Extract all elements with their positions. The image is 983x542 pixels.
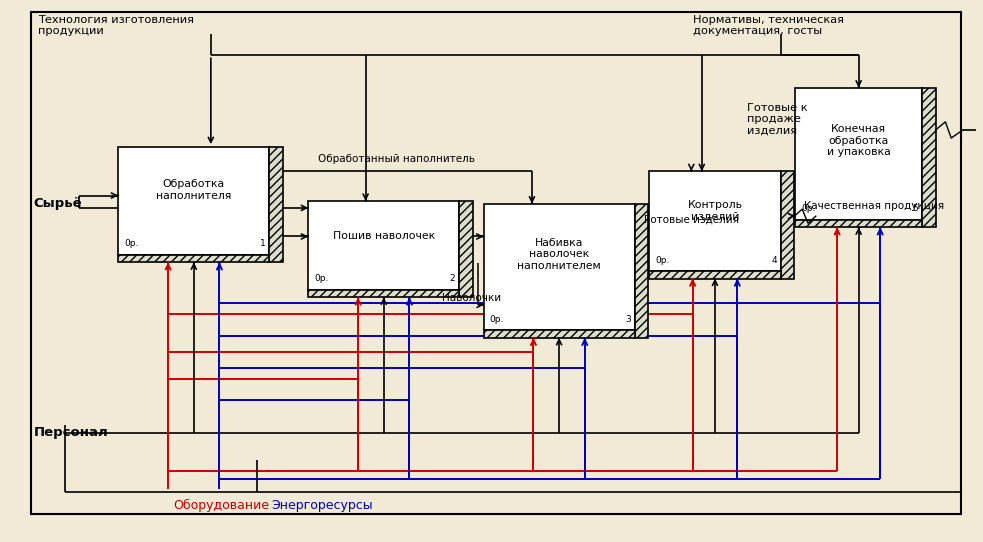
Bar (922, 88, 936, 227)
Text: Нормативы, техническая
документация, госты: Нормативы, техническая документация, гос… (693, 15, 844, 36)
Bar (459, 201, 473, 298)
Text: 0р.: 0р. (124, 240, 139, 248)
Text: 0р.: 0р. (801, 204, 816, 214)
Text: 2: 2 (450, 274, 455, 283)
Text: Контроль
изделий: Контроль изделий (687, 201, 742, 222)
Text: Энергоресурсы: Энергоресурсы (271, 499, 374, 512)
Text: Пошив наволочек: Пошив наволочек (332, 231, 434, 242)
Text: Обработка
наполнителя: Обработка наполнителя (156, 179, 231, 201)
Text: Персонал: Персонал (33, 426, 108, 439)
Text: Набивка
наволочек
наполнителем: Набивка наволочек наполнителем (517, 238, 601, 271)
Text: Технология изготовления
продукции: Технология изготовления продукции (38, 15, 195, 36)
Text: 0р.: 0р. (315, 274, 328, 283)
Bar (781, 171, 794, 279)
Bar (649, 171, 781, 271)
Text: 1: 1 (260, 240, 265, 248)
Bar (795, 88, 922, 220)
Bar (309, 290, 459, 298)
Text: Конечная
обработка
и упаковка: Конечная обработка и упаковка (827, 124, 891, 157)
Bar (118, 255, 269, 262)
Text: Готовые к
продаже
изделия: Готовые к продаже изделия (747, 102, 807, 136)
Text: Сырьё: Сырьё (33, 197, 83, 210)
Bar (118, 147, 269, 255)
Text: 0р.: 0р. (490, 315, 504, 324)
Bar (484, 204, 635, 330)
Bar (795, 220, 922, 227)
Text: Обработанный наполнитель: Обработанный наполнитель (318, 154, 475, 164)
Text: 5: 5 (912, 204, 918, 214)
Bar (649, 271, 781, 279)
Text: Оборудование: Оборудование (173, 499, 269, 512)
Text: Готовые изделия: Готовые изделия (644, 215, 739, 225)
Text: 0р.: 0р. (655, 255, 669, 264)
Text: Качественная продукция: Качественная продукция (804, 201, 945, 211)
Text: 4: 4 (772, 255, 777, 264)
Bar (484, 330, 635, 338)
Bar (635, 204, 648, 338)
Bar (309, 201, 459, 290)
Text: 3: 3 (625, 315, 631, 324)
Bar (269, 147, 283, 262)
Text: Наволочки: Наволочки (442, 293, 501, 302)
